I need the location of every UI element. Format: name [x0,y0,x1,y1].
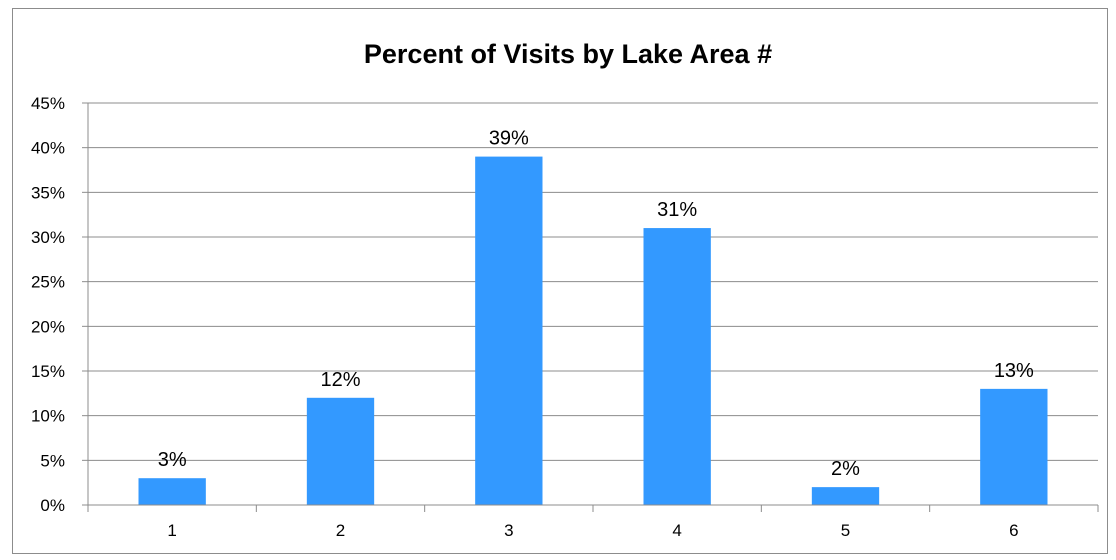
y-tick-label: 0% [40,496,65,515]
y-tick-label: 10% [31,407,65,426]
y-tick-label: 25% [31,273,65,292]
x-tick-label: 2 [336,521,345,540]
data-label: 12% [320,369,360,391]
chart-frame [12,8,1108,554]
gridlines [88,102,1098,506]
y-tick-label: 5% [40,451,65,470]
bar-5 [811,487,880,505]
y-axis-ticks: 0% 5% 10% 15% 20% 25% 30% 35% 40% 45% [31,94,88,515]
data-label: 2% [831,458,860,480]
data-label: 3% [158,449,187,471]
y-tick-label: 35% [31,183,65,202]
chart-title: Percent of Visits by Lake Area # [364,39,772,69]
x-tick-label: 5 [841,521,850,540]
y-tick-label: 20% [31,317,65,336]
y-tick-label: 15% [31,362,65,381]
data-labels: 3% 12% 39% 31% 2% 13% [158,128,1034,481]
y-tick-label: 40% [31,139,65,158]
bars [138,156,1048,506]
bar-2 [306,397,375,505]
y-tick-label: 45% [31,94,65,113]
x-tick-label: 6 [1009,521,1018,540]
bar-3 [475,156,543,505]
bar-1 [138,478,206,505]
y-tick-label: 30% [31,228,65,247]
x-axis: 1 2 3 4 5 6 [87,103,1099,540]
x-tick-label: 1 [167,521,176,540]
x-tick-label: 3 [504,521,513,540]
data-label: 39% [489,128,529,150]
x-tick-label: 4 [672,521,681,540]
bar-4 [643,228,711,506]
data-label: 13% [994,360,1034,382]
data-label: 31% [657,199,697,221]
bar-6 [980,388,1048,505]
